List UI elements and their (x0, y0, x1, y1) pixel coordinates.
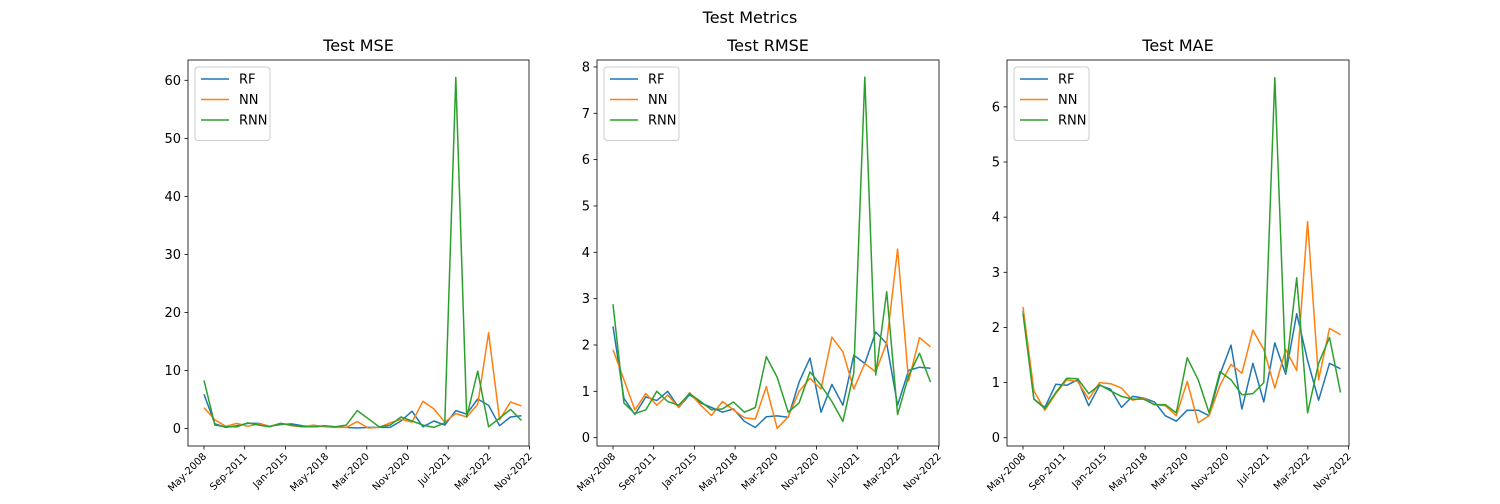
series-line-rnn (203, 76, 523, 429)
panel-title: Test MSE (322, 36, 394, 55)
y-tick-label: 40 (164, 190, 181, 205)
axes-frame (1006, 59, 1350, 447)
legend-label-rf: RF (648, 73, 665, 88)
axes-frame (187, 59, 530, 447)
y-tick-label: 3 (582, 292, 590, 307)
legend-label-rnn: RNN (239, 114, 267, 129)
panel-title: Test RMSE (726, 36, 809, 55)
y-tick-label: 7 (582, 107, 590, 122)
legend-label-nn: NN (648, 93, 667, 108)
y-tick-label: 0 (173, 422, 181, 437)
series-line-rf (612, 326, 931, 429)
y-tick-label: 20 (164, 306, 181, 321)
y-tick-label: 30 (164, 248, 181, 263)
y-tick-label: 4 (992, 211, 1000, 226)
y-tick-label: 8 (582, 60, 590, 75)
y-tick-label: 1 (992, 376, 1000, 391)
legend-label-rf: RF (239, 73, 256, 88)
y-tick-label: 2 (582, 338, 590, 353)
y-tick-label: 4 (582, 246, 590, 261)
legend-label-rf: RF (1058, 73, 1075, 88)
y-tick-label: 1 (582, 385, 590, 400)
axes-frame (596, 59, 940, 447)
y-tick-label: 5 (582, 199, 590, 214)
y-tick-label: 2 (992, 321, 1000, 336)
legend (603, 66, 680, 141)
y-tick-label: 0 (992, 431, 1000, 446)
legend-label-rnn: RNN (1058, 114, 1086, 129)
panel-title: Test MAE (1141, 36, 1213, 55)
y-tick-label: 5 (992, 156, 1000, 171)
legend (1013, 66, 1090, 141)
legend (194, 66, 271, 141)
y-tick-label: 10 (164, 364, 181, 379)
y-tick-label: 60 (164, 74, 181, 89)
legend-label-rnn: RNN (648, 114, 676, 129)
y-tick-label: 6 (582, 153, 590, 168)
series-line-rnn (1022, 76, 1342, 414)
series-line-rnn (612, 76, 932, 423)
legend-label-nn: NN (239, 93, 258, 108)
y-tick-label: 0 (582, 431, 590, 446)
legend-label-nn: NN (1058, 93, 1077, 108)
y-tick-label: 50 (164, 132, 181, 147)
figure-title: Test Metrics (702, 8, 798, 27)
y-tick-label: 3 (992, 266, 1000, 281)
series-line-nn (612, 248, 931, 430)
y-tick-label: 6 (992, 100, 1000, 115)
